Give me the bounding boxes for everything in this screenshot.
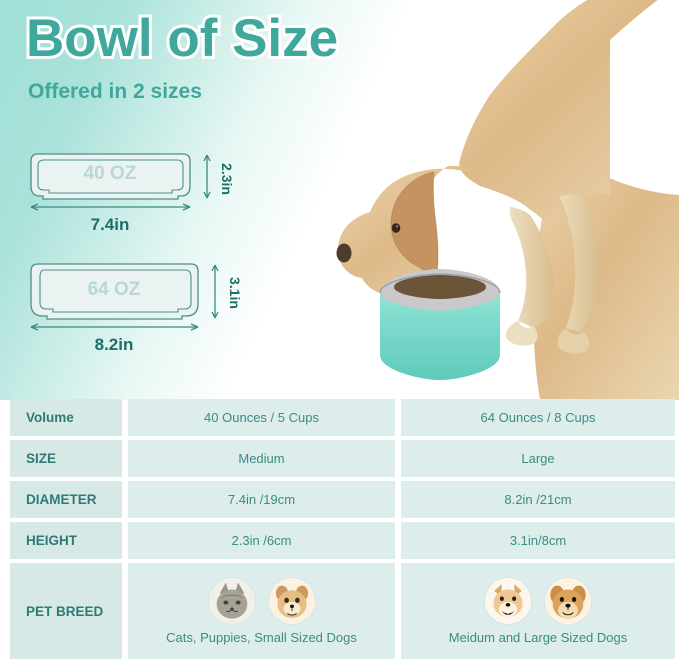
svg-text:7.4in: 7.4in [91,215,130,234]
svg-text:8.2in: 8.2in [95,335,134,354]
svg-text:2.3in: 2.3in [219,163,235,195]
svg-text:64 OZ: 64 OZ [88,279,141,300]
svg-text:3.1in: 3.1in [227,277,243,309]
svg-text:40 OZ: 40 OZ [84,163,137,184]
